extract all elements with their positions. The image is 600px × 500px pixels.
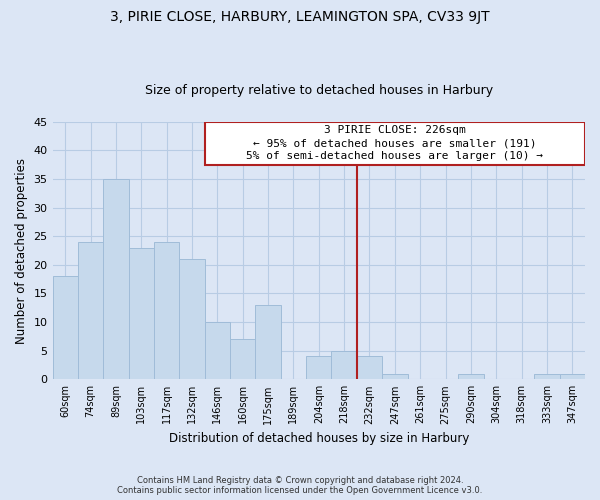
- Bar: [331, 350, 357, 380]
- Bar: [534, 374, 560, 380]
- Bar: [560, 374, 585, 380]
- Bar: [230, 339, 256, 380]
- Bar: [306, 356, 331, 380]
- Bar: [382, 374, 407, 380]
- FancyBboxPatch shape: [205, 122, 585, 164]
- Text: 3, PIRIE CLOSE, HARBURY, LEAMINGTON SPA, CV33 9JT: 3, PIRIE CLOSE, HARBURY, LEAMINGTON SPA,…: [110, 10, 490, 24]
- X-axis label: Distribution of detached houses by size in Harbury: Distribution of detached houses by size …: [169, 432, 469, 445]
- Title: Size of property relative to detached houses in Harbury: Size of property relative to detached ho…: [145, 84, 493, 97]
- Bar: [458, 374, 484, 380]
- Bar: [128, 248, 154, 380]
- Bar: [256, 305, 281, 380]
- Bar: [154, 242, 179, 380]
- Bar: [53, 276, 78, 380]
- Bar: [103, 179, 128, 380]
- Text: 3 PIRIE CLOSE: 226sqm: 3 PIRIE CLOSE: 226sqm: [324, 126, 466, 136]
- Y-axis label: Number of detached properties: Number of detached properties: [15, 158, 28, 344]
- Bar: [357, 356, 382, 380]
- Bar: [205, 322, 230, 380]
- Bar: [179, 259, 205, 380]
- Text: Contains HM Land Registry data © Crown copyright and database right 2024.
Contai: Contains HM Land Registry data © Crown c…: [118, 476, 482, 495]
- Text: ← 95% of detached houses are smaller (191): ← 95% of detached houses are smaller (19…: [253, 138, 536, 148]
- Text: 5% of semi-detached houses are larger (10) →: 5% of semi-detached houses are larger (1…: [247, 151, 544, 161]
- Bar: [78, 242, 103, 380]
